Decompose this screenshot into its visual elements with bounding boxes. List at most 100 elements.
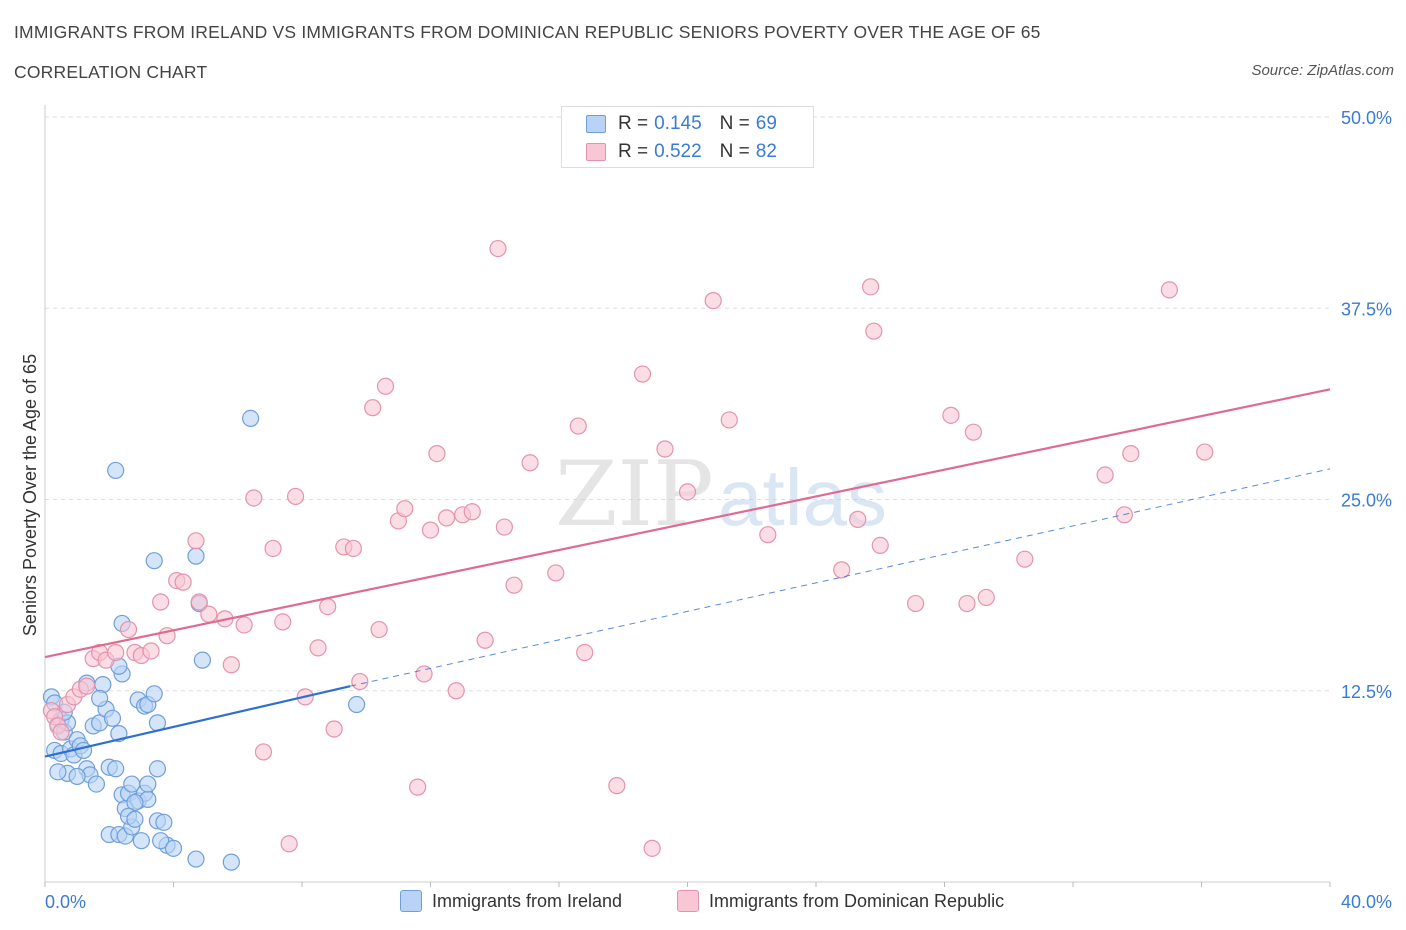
data-point	[126, 810, 144, 828]
watermark-atlas: atlas	[718, 453, 887, 542]
data-point	[1122, 445, 1140, 463]
legend-n-value: 69	[755, 113, 777, 134]
data-point	[152, 832, 170, 850]
data-point	[415, 665, 433, 683]
y-tick-label: 50.0%	[1341, 108, 1392, 128]
data-point	[364, 399, 382, 417]
data-point	[348, 695, 366, 714]
legend-r-label: R =	[618, 113, 649, 134]
series-dominican-points	[42, 239, 1214, 857]
data-point	[633, 365, 652, 383]
data-point	[145, 685, 163, 703]
data-point	[608, 777, 626, 795]
legend-r-label: R =	[618, 141, 649, 162]
bottom-swatch-ireland	[400, 890, 422, 912]
data-point	[759, 526, 777, 544]
data-point	[49, 763, 67, 781]
legend-r-value: 0.145	[654, 113, 702, 134]
data-point	[222, 853, 240, 871]
data-point	[68, 767, 86, 786]
data-point	[274, 613, 292, 631]
data-point	[280, 835, 298, 853]
data-point	[344, 539, 362, 558]
data-point	[489, 239, 507, 258]
data-point	[78, 677, 96, 695]
trend-line-ireland	[44, 685, 351, 758]
data-point	[1160, 281, 1178, 299]
data-point	[396, 500, 414, 518]
bottom-legend-ireland: Immigrants from Ireland	[400, 890, 622, 912]
legend-row-ireland: R = 0.145 N = 69	[586, 112, 795, 136]
data-point	[643, 839, 661, 857]
legend-n-value: 82	[755, 141, 777, 162]
data-point	[942, 406, 960, 424]
bottom-legend-dominican: Immigrants from Dominican Republic	[677, 890, 1004, 912]
data-point	[309, 639, 327, 657]
data-point	[119, 620, 138, 639]
data-point	[74, 741, 93, 760]
data-point	[126, 793, 144, 812]
data-point	[849, 510, 867, 528]
y-tick-label: 25.0%	[1341, 491, 1392, 511]
data-point	[720, 411, 738, 429]
data-point	[958, 594, 976, 613]
data-point	[139, 775, 157, 793]
x-tick-label: 0.0%	[45, 892, 86, 912]
data-point	[264, 539, 282, 558]
data-point	[187, 850, 205, 868]
tick-labels: 12.5% 25.0% 37.5% 50.0% 0.0% 40.0%	[45, 108, 1392, 912]
data-point	[200, 605, 218, 623]
data-point	[142, 642, 160, 660]
data-point	[190, 593, 208, 611]
legend-n-label: N =	[719, 113, 750, 134]
axes	[44, 105, 1331, 887]
bottom-legend-label: Immigrants from Ireland	[432, 890, 623, 911]
data-point	[576, 643, 594, 662]
chart-title: IMMIGRANTS FROM IRELAND VS IMMIGRANTS FR…	[14, 22, 1041, 42]
y-axis-label: Seniors Poverty Over the Age of 65	[20, 354, 40, 636]
source-credit: Source: ZipAtlas.com	[1251, 62, 1394, 79]
chart-subtitle: CORRELATION CHART	[14, 62, 208, 82]
data-point	[286, 487, 305, 506]
grid-lines	[45, 116, 1330, 692]
legend-r-value: 0.522	[654, 141, 702, 162]
data-point	[428, 445, 446, 463]
watermark: ZIP atlas	[555, 442, 887, 547]
bottom-legend-label: Immigrants from Dominican Republic	[709, 890, 1005, 911]
data-point	[704, 292, 722, 310]
data-point	[678, 483, 697, 501]
data-point	[319, 597, 337, 616]
data-point	[871, 536, 889, 555]
data-point	[1096, 466, 1114, 484]
data-point	[107, 643, 125, 662]
data-point	[245, 489, 263, 507]
data-point	[193, 651, 212, 669]
data-point	[87, 775, 106, 793]
data-point	[521, 454, 539, 472]
data-point	[906, 594, 925, 613]
trend-line-dominican	[44, 388, 1331, 659]
stats-legend: R = 0.145 N = 69 R = 0.522 N = 82	[561, 106, 814, 168]
data-point	[409, 778, 427, 796]
data-point	[977, 588, 995, 607]
data-point	[164, 839, 183, 857]
data-point	[174, 573, 192, 591]
data-point	[107, 461, 125, 480]
legend-n-label: N =	[719, 141, 750, 162]
data-point	[833, 561, 851, 579]
bottom-swatch-dominican	[677, 890, 699, 912]
x-tick-label: 40.0%	[1341, 892, 1392, 912]
data-point	[495, 518, 513, 536]
legend-swatch-dominican	[586, 143, 606, 161]
data-point	[1196, 443, 1214, 461]
data-point	[421, 521, 440, 539]
data-point	[325, 720, 343, 738]
data-point	[52, 723, 70, 741]
data-point	[145, 552, 163, 570]
data-point	[242, 409, 260, 428]
legend-swatch-ireland	[586, 115, 606, 133]
data-point	[437, 509, 456, 527]
data-point	[107, 760, 125, 778]
data-point	[187, 547, 205, 565]
